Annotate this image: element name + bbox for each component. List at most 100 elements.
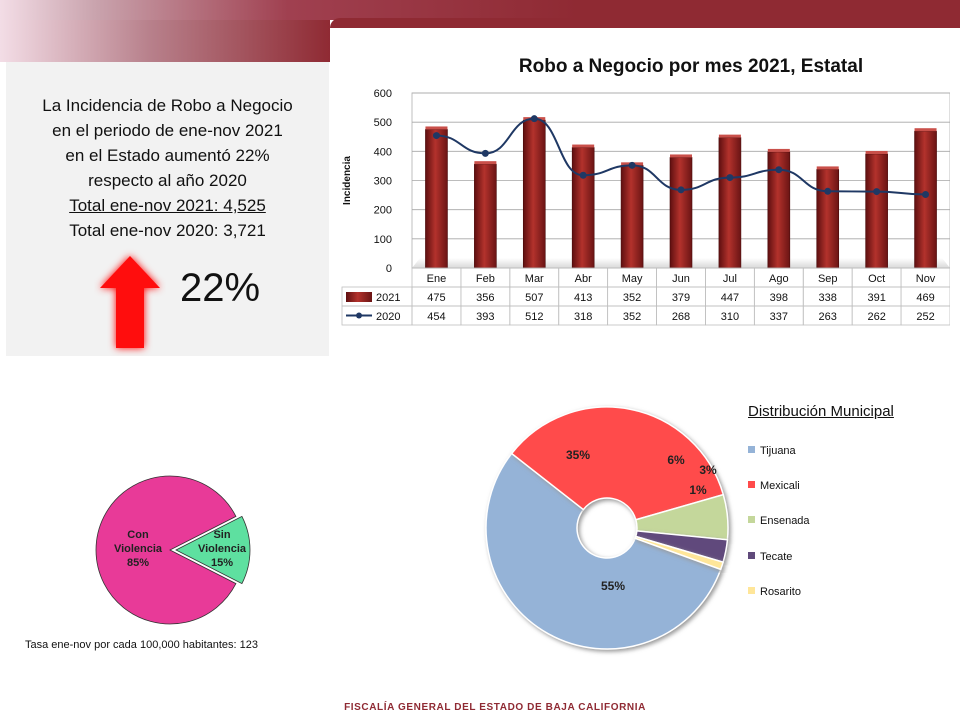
legend-item-tijuana: Tijuana <box>748 445 796 457</box>
legend-item-mexicali: Mexicali <box>748 480 800 492</box>
y-tick-label: 100 <box>374 234 392 246</box>
point-2020 <box>678 186 685 193</box>
bar-top <box>915 128 937 131</box>
monthly-chart: Robo a Negocio por mes 2021, Estatal Inci… <box>334 40 950 340</box>
bar-2021 <box>474 164 496 268</box>
table-value-2020: 262 <box>867 311 885 323</box>
legend-swatch <box>748 481 755 488</box>
x-tick-label: May <box>622 273 643 285</box>
y-tick-label: 500 <box>374 117 392 129</box>
legend-item-rosarito: Rosarito <box>748 586 801 598</box>
point-2020 <box>922 191 929 198</box>
total-2020: Total ene-nov 2020: 3,721 <box>6 219 329 243</box>
bar-2021 <box>915 131 937 268</box>
summary-line-4: respecto al año 2020 <box>6 169 329 193</box>
donut-value-label: 3% <box>699 463 717 477</box>
bar-2021 <box>670 157 692 268</box>
point-2020 <box>433 132 440 139</box>
table-value-2021: 469 <box>916 292 934 304</box>
donut-value-label: 55% <box>601 579 625 593</box>
rate-text: Tasa ene-nov por cada 100,000 habitantes… <box>25 639 258 651</box>
bar-2021 <box>523 120 545 268</box>
point-2020 <box>580 172 587 179</box>
table-value-2020: 268 <box>672 311 690 323</box>
pie-label-line: Violencia <box>198 543 247 555</box>
table-value-2021: 356 <box>476 292 494 304</box>
point-2020 <box>775 166 782 173</box>
bar-top <box>572 145 594 148</box>
chart-title: Robo a Negocio por mes 2021, Estatal <box>519 56 863 77</box>
legend-swatch-2021 <box>346 292 372 302</box>
bar-top <box>768 149 790 152</box>
table-value-2020: 252 <box>916 311 934 323</box>
table-value-2020: 352 <box>623 311 641 323</box>
x-tick-label: Oct <box>868 273 885 285</box>
x-tick-label: Abr <box>575 273 592 285</box>
table-value-2021: 413 <box>574 292 592 304</box>
table-value-2021: 391 <box>867 292 885 304</box>
table-value-2021: 379 <box>672 292 690 304</box>
up-arrow-icon <box>94 248 166 356</box>
x-tick-label: Jun <box>672 273 690 285</box>
point-2020 <box>531 115 538 122</box>
donut-value-label: 1% <box>689 483 707 497</box>
summary-line-1: La Incidencia de Robo a Negocio <box>6 94 329 118</box>
point-2020 <box>824 188 831 195</box>
legend-item-ensenada: Ensenada <box>748 515 810 527</box>
legend-swatch <box>748 446 755 453</box>
x-tick-label: Nov <box>916 273 936 285</box>
pie-label-line: Con <box>127 529 149 541</box>
table-value-2020: 263 <box>819 311 837 323</box>
table-value-2020: 454 <box>427 311 445 323</box>
x-tick-label: Feb <box>476 273 495 285</box>
legend-marker-2020 <box>356 313 362 319</box>
legend-label: Mexicali <box>760 480 800 492</box>
legend-swatch <box>748 516 755 523</box>
bar-2021 <box>621 165 643 268</box>
header-fade <box>0 20 330 62</box>
y-tick-label: 600 <box>374 88 392 100</box>
pie-value-label: 85% <box>127 557 149 569</box>
total-2021: Total ene-nov 2021: 4,525 <box>69 196 266 215</box>
footer-text: FISCALÍA GENERAL DEL ESTADO DE BAJA CALI… <box>0 702 960 713</box>
pie-label-line: Sin <box>213 529 230 541</box>
summary-line-3: en el Estado aumentó 22% <box>6 144 329 168</box>
bar-top <box>866 151 888 154</box>
pie-label-line: Violencia <box>114 543 163 555</box>
violence-pie-chart: Con Violencia 85% Sin Violencia 15% <box>88 474 258 634</box>
point-2020 <box>726 174 733 181</box>
point-2020 <box>873 188 880 195</box>
point-2020 <box>482 150 489 157</box>
x-tick-label: Sep <box>818 273 838 285</box>
legend-label: Tijuana <box>760 445 796 457</box>
bar-top <box>670 154 692 157</box>
x-tick-label: Mar <box>525 273 544 285</box>
bar-2021 <box>817 169 839 268</box>
table-value-2020: 318 <box>574 311 592 323</box>
table-value-2020: 337 <box>770 311 788 323</box>
donut-value-label: 35% <box>566 448 590 462</box>
header-bar-right <box>330 18 960 28</box>
table-value-2021: 475 <box>427 292 445 304</box>
bar-2021 <box>866 154 888 268</box>
table-row-label-2020: 2020 <box>376 311 400 323</box>
donut-value-label: 6% <box>667 453 685 467</box>
y-axis-label: Incidencia <box>342 156 353 205</box>
table-value-2020: 310 <box>721 311 739 323</box>
y-tick-label: 200 <box>374 205 392 217</box>
legend-item-tecate: Tecate <box>748 551 792 563</box>
x-tick-label: Ene <box>427 273 447 285</box>
x-tick-label: Jul <box>723 273 737 285</box>
table-value-2020: 512 <box>525 311 543 323</box>
pie-value-label: 15% <box>211 557 233 569</box>
municipal-legend-title: Distribución Municipal <box>748 403 894 420</box>
point-2020 <box>629 162 636 169</box>
legend-label: Rosarito <box>760 586 801 598</box>
bar-top <box>425 126 447 129</box>
y-tick-label: 400 <box>374 146 392 158</box>
y-tick-label: 0 <box>386 263 392 275</box>
header-band <box>0 0 960 20</box>
legend-label: Tecate <box>760 551 792 563</box>
municipal-pie-chart: 55% 35% 6% 3% 1% <box>480 400 740 660</box>
legend-swatch <box>748 552 755 559</box>
